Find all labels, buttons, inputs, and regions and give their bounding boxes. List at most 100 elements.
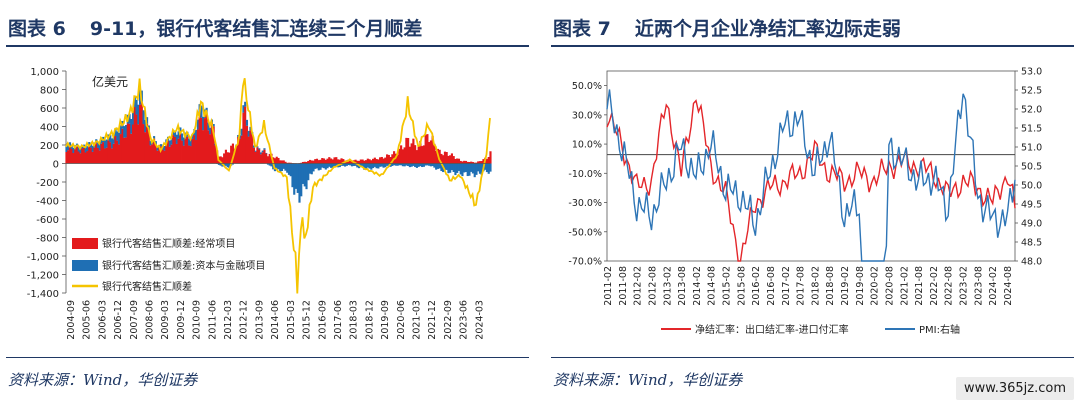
left-x-tick-label: 2013-09	[254, 300, 265, 340]
right-left-axis-label: 30.0%	[572, 110, 602, 121]
left-capital-financial-bar	[328, 163, 331, 167]
left-x-tick-label: 2009-03	[160, 300, 171, 340]
left-capital-financial-bar	[179, 127, 182, 133]
right-figure-label: 图表 7	[553, 18, 611, 40]
left-capital-financial-bar	[291, 163, 294, 188]
left-capital-financial-bar	[181, 133, 184, 141]
left-current-account-bar	[182, 145, 185, 164]
left-figure-caption: 9-11，银行代客结售汇连续三个月顺差	[89, 18, 423, 40]
right-right-axis-label: 48.5	[1021, 238, 1042, 249]
left-current-account-bar	[102, 142, 105, 164]
left-capital-financial-bar	[398, 163, 401, 166]
left-current-account-bar	[133, 106, 136, 164]
right-x-tick-label: 2024-08	[1003, 266, 1014, 306]
left-capital-financial-bar	[96, 142, 100, 148]
left-capital-financial-bar	[305, 163, 308, 190]
left-capital-financial-bar	[124, 124, 128, 138]
left-current-account-bar	[200, 117, 203, 164]
left-current-account-bar	[77, 151, 80, 164]
left-capital-financial-bar	[209, 127, 212, 135]
left-current-account-bar	[440, 153, 443, 164]
right-source-note: 资料来源：Wind，华创证券	[553, 371, 743, 389]
left-current-account-bar	[407, 138, 410, 164]
left-capital-financial-bar	[489, 163, 492, 172]
left-x-tick-label: 2010-09	[192, 300, 203, 340]
left-current-account-bar	[340, 158, 343, 164]
right-source-rule	[551, 357, 1074, 358]
left-capital-financial-bar	[228, 163, 231, 168]
right-x-tick-label: 2021-02	[899, 266, 910, 306]
left-current-account-bar	[172, 135, 175, 164]
left-capital-financial-bar	[130, 119, 133, 134]
left-source-rule	[6, 357, 529, 358]
left-current-account-bar	[457, 158, 461, 164]
left-capital-financial-bar	[174, 130, 177, 137]
left-capital-financial-bar	[280, 163, 284, 172]
left-capital-financial-bar	[131, 110, 135, 125]
left-current-account-bar	[466, 161, 469, 164]
left-x-tick-label: 2006-12	[113, 300, 124, 340]
left-current-account-bar	[322, 158, 326, 164]
left-current-account-bar	[91, 151, 94, 164]
left-capital-financial-bar	[417, 163, 420, 167]
left-legend-label: 银行代客结售汇顺差	[102, 280, 192, 293]
left-current-account-bar	[319, 159, 322, 164]
right-right-axis-label: 52.0	[1021, 105, 1042, 116]
left-capital-financial-bar	[356, 163, 359, 168]
right-x-tick-label: 2024-02	[988, 266, 999, 306]
right-x-tick-label: 2013-08	[677, 266, 688, 306]
left-capital-financial-bar	[445, 163, 448, 170]
left-capital-financial-bar	[284, 163, 287, 171]
left-y-tick-label: 1,000	[30, 67, 59, 78]
left-capital-financial-bar	[68, 142, 72, 146]
left-x-tick-label: 2009-12	[176, 300, 187, 340]
left-current-account-bar	[165, 143, 168, 164]
left-capital-financial-bar	[277, 163, 280, 170]
left-current-account-bar	[251, 134, 254, 164]
left-current-account-bar	[86, 151, 89, 164]
left-current-account-bar	[363, 160, 366, 164]
left-current-account-bar	[131, 124, 135, 164]
right-title-rule	[551, 45, 1074, 47]
left-current-account-bar	[79, 153, 82, 164]
left-y-tick-label: 800	[40, 86, 59, 97]
left-current-account-bar	[153, 138, 156, 164]
left-capital-financial-bar	[289, 163, 292, 177]
left-current-account-bar	[435, 151, 438, 164]
left-current-account-bar	[284, 161, 287, 164]
left-legend-swatch	[72, 238, 98, 249]
left-current-account-bar	[110, 148, 114, 164]
left-current-account-bar	[179, 132, 182, 164]
left-current-account-bar	[321, 158, 324, 164]
left-capital-financial-bar	[149, 140, 152, 146]
left-current-account-bar	[377, 159, 380, 164]
left-current-account-bar	[301, 161, 305, 164]
left-x-tick-label: 2005-06	[82, 300, 93, 340]
left-capital-financial-bar	[410, 163, 413, 167]
left-current-account-bar	[426, 134, 429, 164]
left-current-account-bar	[149, 145, 152, 164]
left-figure-title: 图表 6 9-11，银行代客结售汇连续三个月顺差	[8, 14, 422, 41]
left-capital-financial-bar	[419, 163, 422, 167]
left-current-account-bar	[428, 142, 431, 164]
left-current-account-bar	[421, 146, 424, 164]
left-capital-financial-bar	[256, 146, 259, 148]
left-current-account-bar	[195, 140, 198, 164]
left-current-account-bar	[328, 157, 331, 164]
left-figure-label: 图表 6	[8, 18, 66, 40]
left-current-account-bar	[393, 151, 396, 164]
left-current-account-bar	[405, 137, 408, 164]
right-x-tick-label: 2013-02	[662, 266, 673, 306]
left-capital-financial-bar	[484, 163, 487, 170]
left-current-account-bar	[361, 159, 364, 164]
left-current-account-bar	[202, 130, 205, 164]
left-current-account-bar	[331, 159, 334, 164]
left-capital-financial-bar	[86, 146, 89, 152]
left-current-account-bar	[445, 152, 448, 164]
right-left-axis-label: -10.0%	[568, 169, 602, 180]
left-current-account-bar	[305, 161, 308, 164]
left-current-account-bar	[372, 158, 375, 164]
left-capital-financial-bar	[259, 152, 263, 155]
left-capital-financial-bar	[426, 163, 429, 166]
left-current-account-bar	[196, 129, 199, 164]
